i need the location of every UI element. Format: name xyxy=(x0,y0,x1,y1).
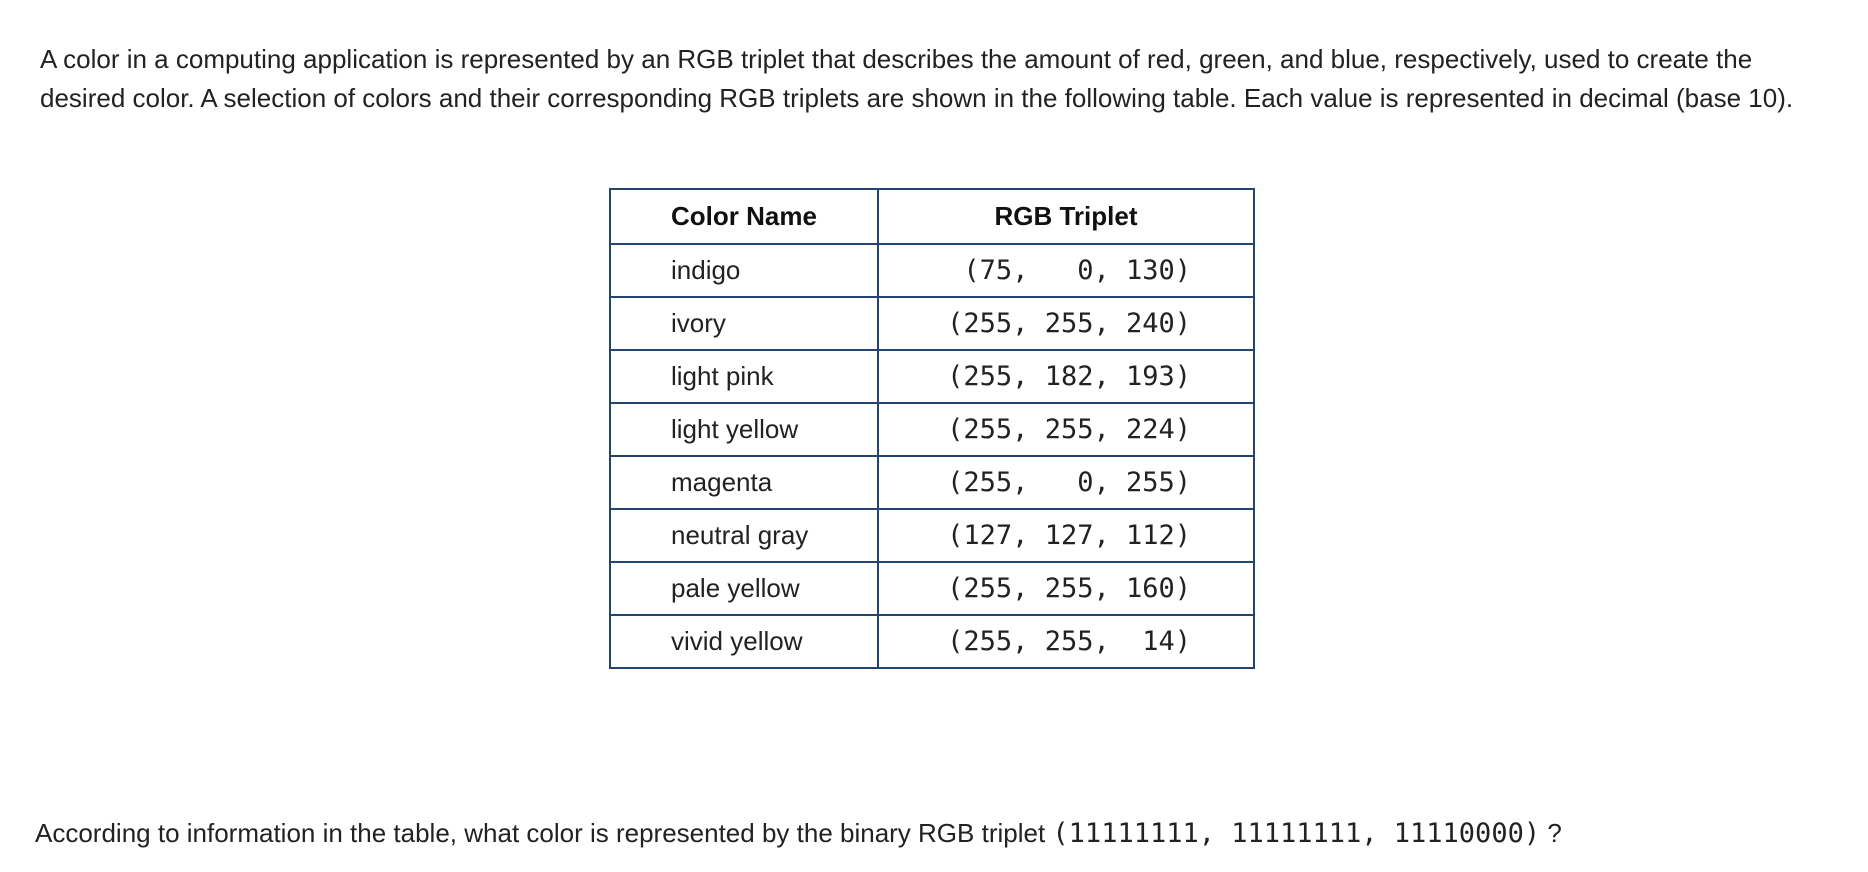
table-row: pale yellow (255, 255, 160) xyxy=(609,561,1255,616)
color-name-cell: magenta xyxy=(609,455,879,510)
table-row: neutral gray (127, 127, 112) xyxy=(609,508,1255,563)
intro-paragraph: A color in a computing application is re… xyxy=(40,44,1794,113)
rgb-triplet-cell: (255, 255, 240) xyxy=(877,296,1255,351)
table-row: light yellow (255, 255, 224) xyxy=(609,402,1255,457)
color-rgb-table: Color Name RGB Triplet indigo (75, 0, 13… xyxy=(609,188,1255,669)
color-name-cell: light pink xyxy=(609,349,879,404)
table-row: light pink (255, 182, 193) xyxy=(609,349,1255,404)
rgb-triplet-cell: (255, 255, 14) xyxy=(877,614,1255,669)
color-name-cell: ivory xyxy=(609,296,879,351)
rgb-triplet-cell: (255, 255, 224) xyxy=(877,402,1255,457)
color-name-cell: indigo xyxy=(609,243,879,298)
rgb-triplet-cell: (127, 127, 112) xyxy=(877,508,1255,563)
rgb-triplet-cell: (255, 182, 193) xyxy=(877,349,1255,404)
color-name-cell: pale yellow xyxy=(609,561,879,616)
rgb-triplet-cell: (255, 255, 160) xyxy=(877,561,1255,616)
table-row: ivory (255, 255, 240) xyxy=(609,296,1255,351)
table-row: magenta (255, 0, 255) xyxy=(609,455,1255,510)
color-name-cell: neutral gray xyxy=(609,508,879,563)
question-suffix: ? xyxy=(1547,818,1562,848)
color-name-cell: vivid yellow xyxy=(609,614,879,669)
binary-triplet: (11111111, 11111111, 11110000) xyxy=(1052,818,1541,849)
table-header-row: Color Name RGB Triplet xyxy=(609,188,1255,245)
rgb-triplet-cell: (75, 0, 130) xyxy=(877,243,1255,298)
rgb-triplet-cell: (255, 0, 255) xyxy=(877,455,1255,510)
header-rgb-triplet: RGB Triplet xyxy=(877,188,1255,245)
header-color-name: Color Name xyxy=(609,188,879,245)
question-text: According to information in the table, w… xyxy=(35,813,1562,854)
question-prefix: According to information in the table, w… xyxy=(35,818,1046,848)
table-row: indigo (75, 0, 130) xyxy=(609,243,1255,298)
table-row: vivid yellow (255, 255, 14) xyxy=(609,614,1255,669)
color-name-cell: light yellow xyxy=(609,402,879,457)
